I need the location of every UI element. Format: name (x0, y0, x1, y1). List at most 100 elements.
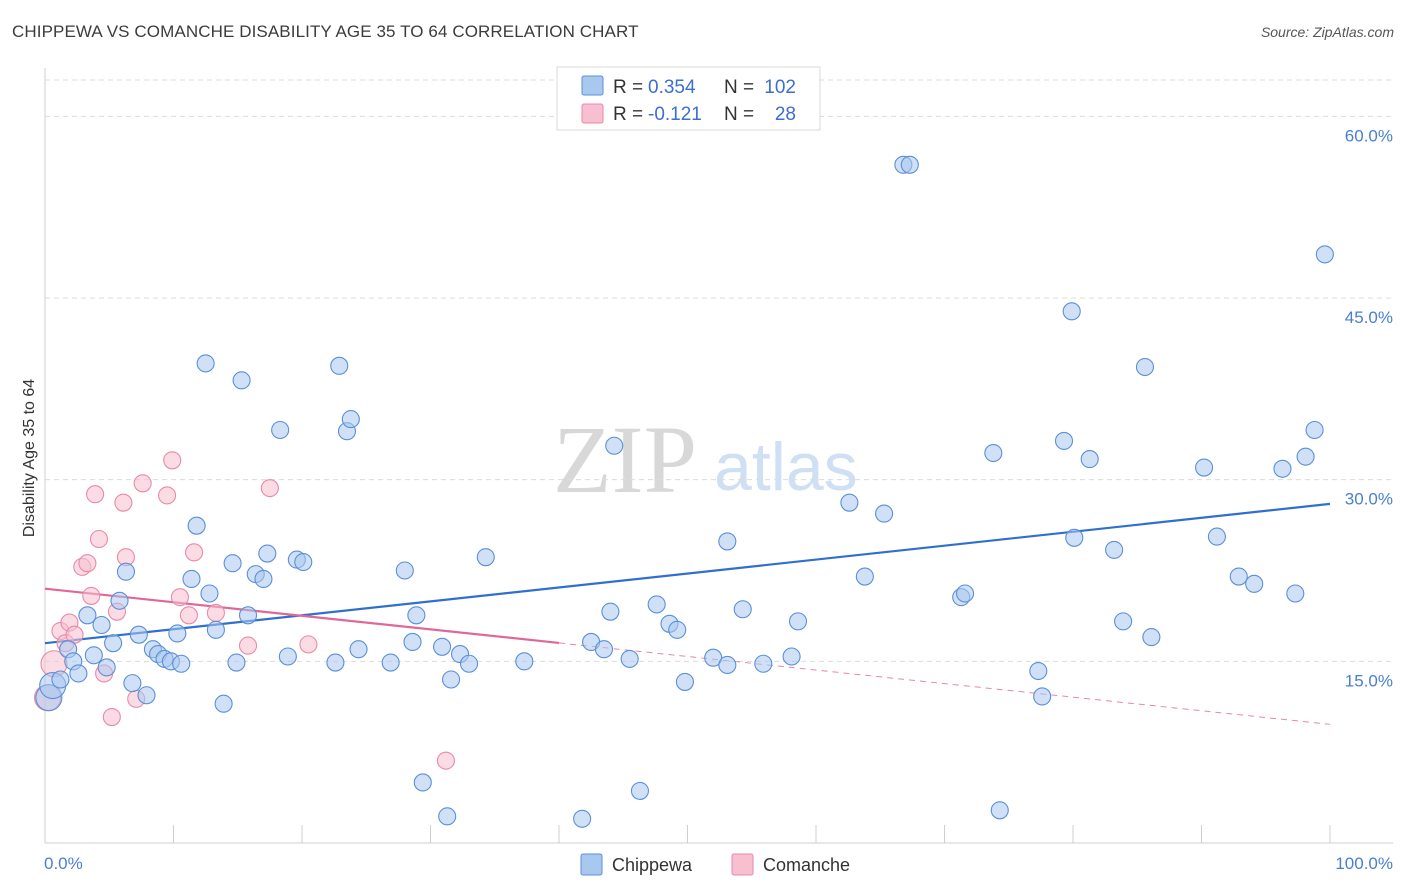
point-chippewa (438, 807, 457, 826)
point-chippewa (341, 410, 360, 429)
point-chippewa (1305, 420, 1324, 440)
point-chippewa (1229, 567, 1248, 586)
point-chippewa (69, 664, 88, 683)
point-chippewa (1273, 459, 1292, 478)
point-chippewa (403, 632, 422, 652)
point-chippewa (413, 773, 432, 792)
point-comanche (133, 474, 152, 493)
trendline-chippewa (44, 502, 1331, 645)
y-tick-label: 45.0% (1345, 308, 1393, 327)
point-chippewa (51, 670, 70, 689)
point-comanche (114, 493, 133, 512)
point-chippewa (1245, 574, 1264, 593)
chart-title: CHIPPEWA VS COMANCHE DISABILITY AGE 35 T… (12, 22, 639, 41)
y-axis-label: Disability Age 35 to 64 (21, 379, 38, 537)
point-comanche (185, 543, 204, 562)
point-chippewa (278, 647, 297, 666)
y-tick-label: 60.0% (1345, 126, 1393, 145)
point-comanche (89, 529, 109, 549)
point-chippewa (123, 674, 142, 693)
point-chippewa (172, 654, 191, 673)
trendlines (44, 502, 1331, 725)
point-comanche (238, 636, 258, 655)
point-chippewa (1062, 302, 1081, 321)
point-chippewa (1054, 431, 1074, 450)
point-chippewa (1207, 527, 1226, 546)
point-chippewa (733, 600, 752, 619)
point-comanche (299, 635, 318, 654)
point-comanche (78, 554, 97, 573)
point-comanche (86, 485, 105, 504)
y-tick-label: 15.0% (1345, 671, 1393, 690)
point-chippewa (601, 602, 620, 621)
point-chippewa (238, 606, 258, 625)
point-chippewa (232, 371, 251, 390)
point-chippewa (620, 649, 639, 668)
point-chippewa (984, 443, 1003, 463)
bottom-legend-swatch-comanche (731, 853, 754, 876)
point-chippewa (754, 654, 773, 673)
point-chippewa (407, 606, 426, 625)
point-chippewa (1296, 447, 1315, 466)
legend-r-label-1: R = (613, 77, 643, 98)
bottom-legend-swatch-chippewa (580, 853, 603, 876)
point-chippewa (227, 653, 246, 672)
legend-r-value-1: 0.354 (648, 77, 696, 98)
trendline-comanche (44, 587, 560, 645)
point-comanche (102, 707, 121, 727)
point-chippewa (110, 591, 129, 610)
trendline-comanche-extension (558, 642, 1331, 725)
legend-r-value-2: -0.121 (648, 104, 702, 125)
legend-swatch-comanche (581, 103, 604, 124)
point-chippewa (956, 584, 975, 603)
bottom-legend-chippewa: Chippewa (612, 855, 693, 875)
point-comanche (82, 586, 101, 605)
point-chippewa (187, 516, 206, 535)
point-chippewa (875, 504, 894, 523)
point-chippewa (395, 561, 414, 580)
x-tick-label-min: 0.0% (44, 854, 83, 873)
point-chippewa (718, 655, 737, 675)
point-comanche (179, 606, 198, 625)
legend-n-label-2: N = (724, 104, 754, 125)
point-chippewa (1315, 245, 1334, 264)
point-comanche (158, 486, 177, 505)
point-chippewa (605, 436, 624, 455)
axes (44, 68, 1393, 844)
point-chippewa (206, 620, 225, 639)
point-chippewa (1135, 357, 1155, 377)
legend-n-value-2: 28 (775, 104, 796, 125)
point-comanche (170, 588, 189, 607)
point-chippewa (137, 686, 156, 705)
point-chippewa (97, 658, 116, 677)
legend-n-label-1: N = (724, 77, 754, 98)
point-chippewa (433, 637, 452, 656)
point-chippewa (196, 354, 215, 373)
point-comanche (260, 479, 279, 498)
point-chippewa (326, 653, 345, 672)
point-chippewa (92, 615, 111, 635)
point-chippewa (1029, 661, 1048, 681)
point-chippewa (349, 640, 368, 659)
watermark-atlas: atlas (714, 429, 858, 505)
point-chippewa (476, 548, 495, 567)
point-chippewa (442, 670, 461, 689)
point-chippewa (168, 624, 187, 643)
point-chippewa (1080, 450, 1099, 469)
point-chippewa (788, 612, 808, 631)
point-chippewa (718, 532, 737, 551)
point-comanche (163, 451, 182, 470)
point-chippewa (515, 652, 534, 671)
y-tick-labels: 15.0% 30.0% 45.0% 60.0% (1345, 126, 1393, 690)
point-chippewa (78, 606, 97, 625)
point-chippewa (1033, 687, 1052, 706)
point-chippewa (1286, 584, 1305, 603)
legend-swatch-chippewa (581, 75, 604, 96)
point-chippewa (330, 356, 349, 375)
point-chippewa (900, 155, 919, 174)
source-credit: Source: ZipAtlas.com (1260, 24, 1394, 40)
point-chippewa (704, 648, 723, 667)
point-chippewa (594, 640, 614, 659)
point-chippewa (129, 625, 148, 644)
